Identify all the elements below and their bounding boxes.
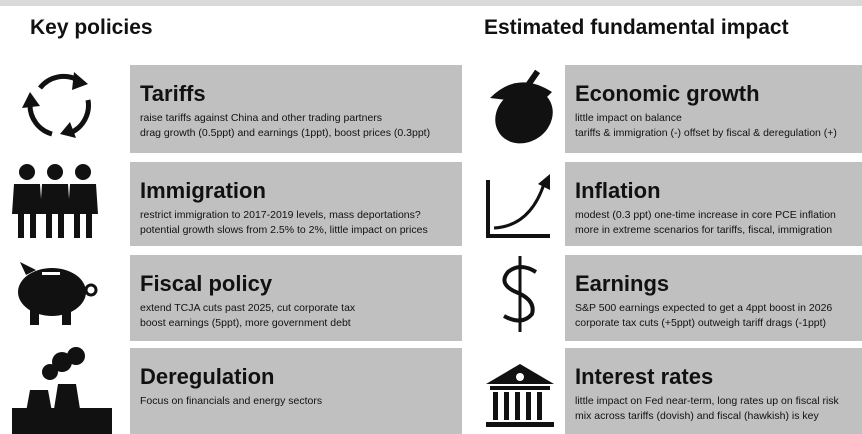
item-line: potential growth slows from 2.5% to 2%, … [140, 224, 428, 236]
factory-icon [12, 347, 112, 434]
right-header: Estimated fundamental impact [484, 16, 789, 39]
top-band [0, 0, 862, 6]
item-box [130, 65, 462, 153]
item-box [565, 65, 862, 153]
item-line: extend TCJA cuts past 2025, cut corporat… [140, 302, 356, 314]
item-box [130, 348, 462, 434]
item-line: Focus on financials and energy sectors [140, 395, 322, 407]
item-line: modest (0.3 ppt) one-time increase in co… [575, 209, 836, 221]
item-line: mix across tariffs (dovish) and fiscal (… [575, 410, 819, 422]
item-line: raise tariffs against China and other tr… [140, 112, 382, 124]
item-title: Deregulation [140, 364, 274, 389]
left-header: Key policies [30, 16, 153, 39]
item-line: drag growth (0.5ppt) and earnings (1ppt)… [140, 127, 430, 139]
item-title: Fiscal policy [140, 271, 273, 296]
item-line: more in extreme scenarios for tariffs, f… [575, 224, 832, 236]
item-title: Immigration [140, 178, 266, 203]
item-title: Tariffs [140, 81, 206, 106]
item-title: Economic growth [575, 81, 760, 106]
item-line: S&P 500 earnings expected to get a 4ppt … [575, 302, 832, 314]
item-line: restrict immigration to 2017-2019 levels… [140, 209, 421, 221]
item-box [130, 162, 462, 246]
item-line: tariffs & immigration (-) offset by fisc… [575, 127, 837, 139]
acorn-icon [490, 69, 553, 144]
item-box [565, 162, 862, 246]
item-box [565, 348, 862, 434]
item-title: Inflation [575, 178, 661, 203]
item-title: Interest rates [575, 364, 713, 389]
item-line: little impact on Fed near-term, long rat… [575, 395, 840, 407]
item-box [565, 255, 862, 341]
recycle-icon [22, 72, 91, 138]
piggy-bank-icon [18, 262, 98, 325]
item-line: boost earnings (5ppt), more government d… [140, 317, 351, 329]
dollar-icon [502, 256, 538, 332]
people-icon [12, 164, 98, 238]
item-box [130, 255, 462, 341]
bank-icon [486, 364, 554, 427]
item-title: Earnings [575, 271, 669, 296]
item-line: corporate tax cuts (+5ppt) outweigh tari… [575, 317, 826, 329]
growth-chart-icon [486, 174, 550, 238]
item-line: little impact on balance [575, 112, 682, 124]
